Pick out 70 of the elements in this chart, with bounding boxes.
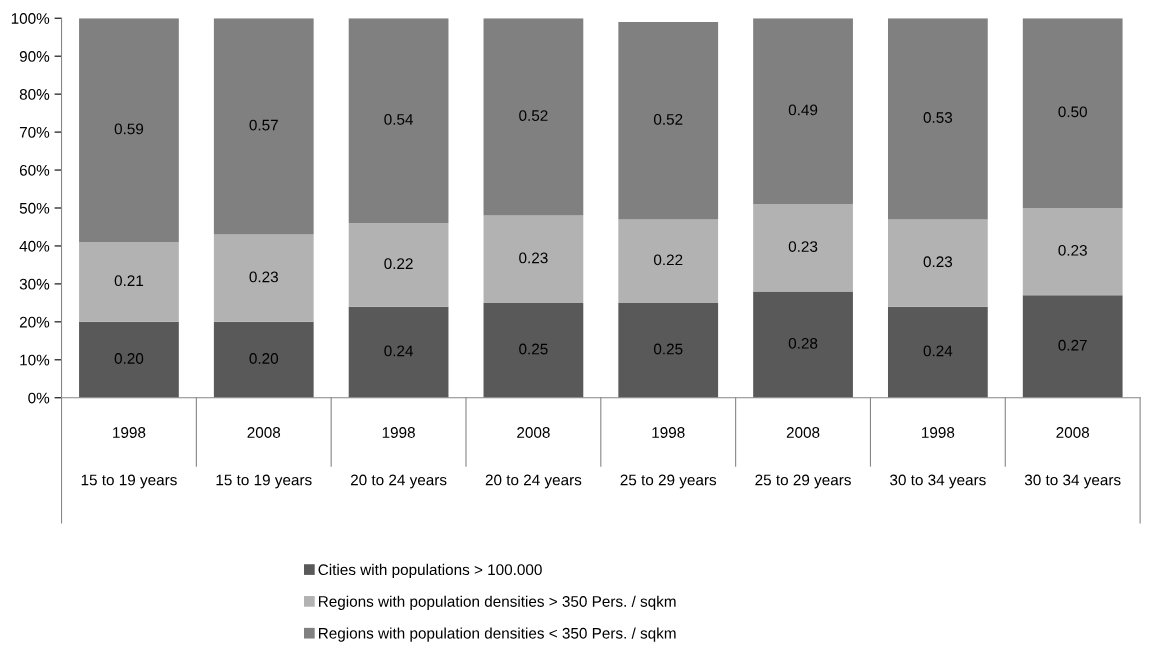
legend-label: Regions with population densities < 350 Pers. / sqkm	[319, 627, 676, 642]
category-label: 1998 15 to 19 years	[81, 427, 177, 489]
data-label: 0.23	[249, 271, 278, 283]
bar	[483, 302, 584, 398]
y-tick-label: 0%	[28, 392, 50, 404]
bar	[79, 242, 179, 322]
bar	[483, 18, 584, 216]
data-label: 0.50	[1058, 106, 1087, 118]
category-label: 1998 20 to 24 years	[350, 427, 447, 489]
bar	[348, 223, 449, 307]
data-label: 0.22	[384, 258, 413, 270]
data-label: 0.53	[923, 112, 953, 123]
legend-label: Cities with populations > 100.000	[318, 563, 542, 579]
bar	[618, 22, 719, 220]
bar	[753, 18, 853, 205]
data-label: 0.20	[114, 353, 144, 364]
y-tick-label: 60%	[19, 164, 50, 176]
bar	[1022, 295, 1123, 398]
data-label: 0.23	[923, 256, 953, 268]
bar	[887, 219, 988, 307]
data-label: 0.28	[788, 337, 818, 349]
y-tick-label: 20%	[19, 316, 50, 328]
data-label: 0.23	[519, 252, 548, 264]
y-tick-label: 90%	[19, 51, 50, 62]
category-label: 1998 30 to 34 years	[890, 427, 986, 489]
bar	[348, 306, 449, 398]
bar	[79, 321, 179, 398]
category-label: 2008 15 to 19 years	[216, 427, 312, 489]
category-label: 2008 30 to 34 years	[1024, 427, 1121, 489]
data-label: 0.24	[923, 345, 953, 357]
data-label: 0.27	[1058, 339, 1087, 351]
bar	[213, 234, 314, 322]
bar	[753, 291, 853, 398]
y-tick-label: 30%	[19, 278, 50, 290]
data-label: 0.49	[788, 104, 818, 116]
bar	[1022, 207, 1123, 296]
category-label: 1998 25 to 29 years	[620, 427, 717, 489]
data-label: 0.54	[384, 113, 414, 125]
y-tick-label: 10%	[20, 354, 50, 366]
bar	[348, 18, 449, 224]
data-label: 0.25	[653, 343, 683, 355]
bar	[887, 18, 988, 220]
data-label: 0.23	[788, 241, 818, 252]
data-label: 0.59	[114, 123, 144, 135]
y-tick-label: 50%	[19, 202, 50, 214]
category-label: 2008 25 to 29 years	[755, 427, 851, 489]
data-label: 0.21	[114, 275, 144, 287]
category-label: 2008 20 to 24 years	[485, 427, 582, 489]
data-label: 0.57	[249, 119, 278, 131]
data-label: 0.24	[384, 345, 414, 357]
bar	[753, 204, 853, 292]
bar	[79, 18, 179, 243]
legend-label: Regions with population densities > 350 Pers. / sqkm	[319, 595, 676, 610]
data-label: 0.22	[653, 254, 683, 266]
bar	[887, 306, 988, 398]
y-tick-label: 70%	[19, 126, 50, 138]
data-label: 0.23	[1058, 244, 1087, 256]
data-label: 0.20	[249, 353, 279, 364]
bar	[618, 302, 719, 398]
data-label: 0.52	[653, 113, 683, 125]
y-tick-label: 40%	[19, 240, 50, 252]
bar	[213, 18, 314, 235]
y-tick-label: 80%	[19, 89, 50, 100]
y-tick-label: 100%	[11, 13, 50, 24]
data-label: 0.25	[519, 343, 548, 355]
data-label: 0.52	[519, 110, 548, 122]
bar	[618, 219, 719, 303]
bar	[483, 215, 584, 303]
bar	[1022, 18, 1123, 208]
bar	[213, 321, 314, 398]
